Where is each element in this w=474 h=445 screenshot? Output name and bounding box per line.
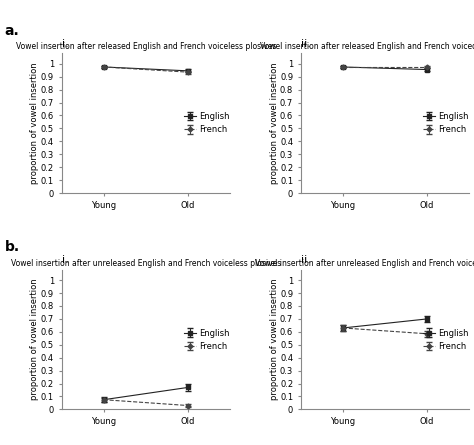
Title: Vowel insertion after released English and French voiceless plosives: Vowel insertion after released English a… <box>16 42 276 51</box>
Text: i.: i. <box>62 255 68 265</box>
Text: ii.: ii. <box>301 39 310 49</box>
Text: b.: b. <box>5 240 20 254</box>
Title: Vowel insertion after released English and French voiced plosives: Vowel insertion after released English a… <box>260 42 474 51</box>
Text: ii.: ii. <box>301 255 310 265</box>
Legend: English, French: English, French <box>184 328 229 351</box>
Title: Vowel insertion after unreleased English and French voiceless plosives: Vowel insertion after unreleased English… <box>11 259 281 267</box>
Y-axis label: proportion of vowel insertion: proportion of vowel insertion <box>30 62 39 184</box>
Legend: English, French: English, French <box>184 112 229 134</box>
Legend: English, French: English, French <box>423 328 468 351</box>
Y-axis label: proportion of vowel insertion: proportion of vowel insertion <box>270 279 279 400</box>
Title: Vowel insertion after unreleased English and French voiced plosives: Vowel insertion after unreleased English… <box>255 259 474 267</box>
Y-axis label: proportion of vowel insertion: proportion of vowel insertion <box>270 62 279 184</box>
Text: a.: a. <box>5 24 19 38</box>
Legend: English, French: English, French <box>423 112 468 134</box>
Y-axis label: proportion of vowel insertion: proportion of vowel insertion <box>30 279 39 400</box>
Text: i.: i. <box>62 39 68 49</box>
